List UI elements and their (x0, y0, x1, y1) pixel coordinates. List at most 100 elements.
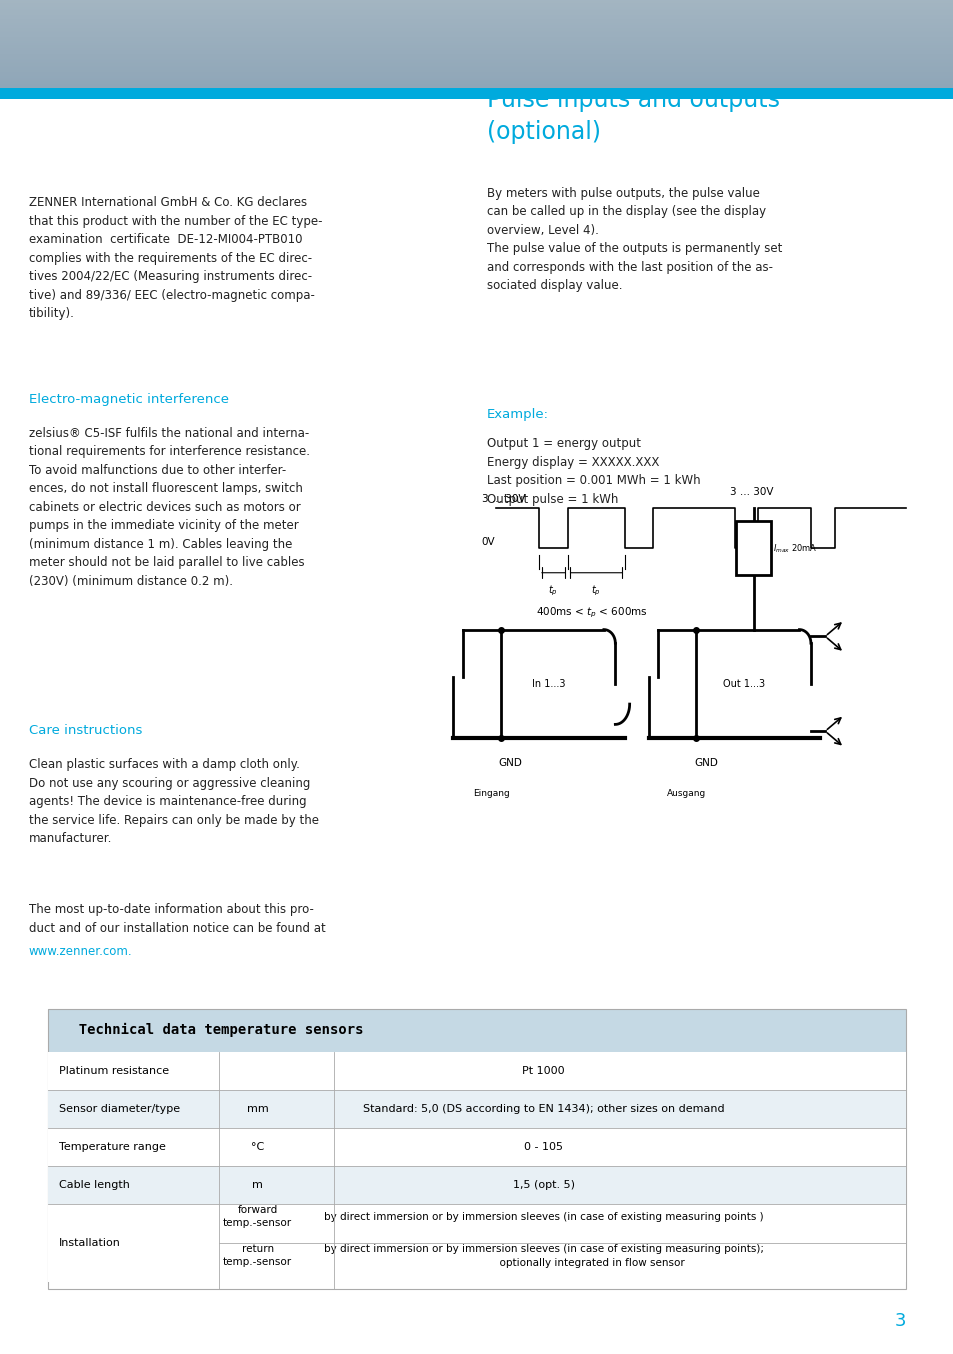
Bar (0, 15, 953, 16)
Text: Installation: Installation (59, 1238, 121, 1248)
Text: The most up-to-date information about this pro-
duct and of our installation not: The most up-to-date information about th… (29, 903, 325, 934)
Text: by direct immersion or by immersion sleeves (in case of existing measuring point: by direct immersion or by immersion slee… (323, 1244, 763, 1267)
Bar (48, 1090, 905, 1128)
Bar (0, 58, 953, 60)
Text: return
temp.-sensor: return temp.-sensor (223, 1244, 292, 1267)
Bar (0, 30, 953, 31)
Bar (0, 8, 953, 11)
Text: Platinum resistance: Platinum resistance (59, 1066, 169, 1076)
Bar (0, 39, 953, 41)
Bar (736, 521, 770, 575)
Bar (0, 65, 953, 66)
Bar (0, 83, 953, 84)
Bar (0, 79, 953, 81)
Text: Temperature range: Temperature range (59, 1141, 166, 1152)
Text: Care instructions: Care instructions (29, 724, 142, 738)
Bar (0, 24, 953, 26)
Bar (0, 16, 953, 18)
Bar (0, 49, 953, 50)
Bar (0, 31, 953, 32)
Bar (0, 53, 953, 54)
Text: 400ms < $t_p$ < 600ms: 400ms < $t_p$ < 600ms (535, 605, 647, 620)
Bar (0, 38, 953, 39)
Bar (0, 32, 953, 34)
Text: Out 1...3: Out 1...3 (722, 678, 764, 689)
Bar (0, 43, 953, 46)
Bar (0, 28, 953, 30)
Bar (0, 74, 953, 76)
Bar (0, 84, 953, 85)
Bar (0, 60, 953, 61)
Text: Output 1 = energy output
Energy display = XXXXX.XXX
Last position = 0.001 MWh = : Output 1 = energy output Energy display … (486, 437, 700, 506)
Text: Technical data temperature sensors: Technical data temperature sensors (62, 1024, 363, 1037)
Text: zelsius® C5-ISF fulfils the national and interna-
tional requirements for interf: zelsius® C5-ISF fulfils the national and… (29, 427, 310, 588)
Text: $t_p$: $t_p$ (591, 584, 600, 598)
Bar (0, 64, 953, 65)
Text: Eingang: Eingang (473, 789, 509, 799)
Text: Ausgang: Ausgang (666, 789, 706, 799)
Bar (0, 22, 953, 23)
Bar (0, 57, 953, 58)
Text: ZENNER International GmbH & Co. KG declares
that this product with the number of: ZENNER International GmbH & Co. KG decla… (29, 196, 322, 321)
Bar (0, 20, 953, 22)
Bar (0, 37, 953, 38)
Bar (0, 87, 953, 88)
Bar (0, 4, 953, 5)
Text: 0 - 105: 0 - 105 (524, 1141, 562, 1152)
Bar (0, 69, 953, 70)
Bar (0, 85, 953, 87)
Bar (0, 7, 953, 8)
Bar (0, 1, 953, 3)
Text: Sensor diameter/type: Sensor diameter/type (59, 1104, 180, 1114)
Bar (0, 3, 953, 4)
Text: 3 ... 30V: 3 ... 30V (481, 494, 525, 504)
Text: Pulse inputs and outputs
(optional): Pulse inputs and outputs (optional) (486, 88, 779, 144)
Text: 3: 3 (894, 1312, 905, 1330)
Bar (0, 77, 953, 79)
Bar (0, 46, 953, 47)
Bar (0, 11, 953, 12)
Bar (0, 47, 953, 49)
Bar (0, 54, 953, 56)
Text: In 1...3: In 1...3 (531, 678, 565, 689)
Bar (0, 51, 953, 53)
Bar (0, 88, 953, 99)
Bar (48, 1052, 905, 1090)
Text: 1,5 (opt. 5): 1,5 (opt. 5) (513, 1179, 574, 1190)
Bar (0, 0, 953, 1)
Bar (0, 70, 953, 72)
Bar (0, 66, 953, 68)
Bar (0, 14, 953, 15)
Bar (0, 12, 953, 14)
Bar (0, 73, 953, 74)
Text: GND: GND (693, 758, 718, 768)
Text: Electro-magnetic interference: Electro-magnetic interference (29, 393, 229, 406)
Text: Cable length: Cable length (59, 1179, 130, 1190)
Text: By meters with pulse outputs, the pulse value
can be called up in the display (s: By meters with pulse outputs, the pulse … (486, 187, 781, 292)
Text: $t_p$: $t_p$ (548, 584, 558, 598)
Bar (0, 34, 953, 35)
Bar (0, 18, 953, 19)
Text: forward
temp.-sensor: forward temp.-sensor (223, 1205, 292, 1228)
Bar (0, 81, 953, 83)
Bar (0, 42, 953, 43)
Text: °C: °C (251, 1141, 264, 1152)
Bar (0, 35, 953, 37)
Bar (0, 50, 953, 51)
Text: Pt 1000: Pt 1000 (522, 1066, 564, 1076)
Bar (0, 26, 953, 28)
Text: m: m (252, 1179, 263, 1190)
Text: by direct immersion or by immersion sleeves (in case of existing measuring point: by direct immersion or by immersion slee… (324, 1212, 762, 1221)
Bar (0, 5, 953, 7)
Text: 0V: 0V (481, 538, 495, 547)
Bar (0, 68, 953, 69)
Text: 3 ... 30V: 3 ... 30V (729, 487, 773, 497)
Bar (48, 1204, 905, 1282)
Text: mm: mm (247, 1104, 268, 1114)
Bar (0, 41, 953, 42)
Bar (48, 1128, 905, 1166)
Bar (48, 1166, 905, 1204)
Bar (48, 1009, 905, 1052)
Bar (0, 76, 953, 77)
Bar (0, 56, 953, 57)
